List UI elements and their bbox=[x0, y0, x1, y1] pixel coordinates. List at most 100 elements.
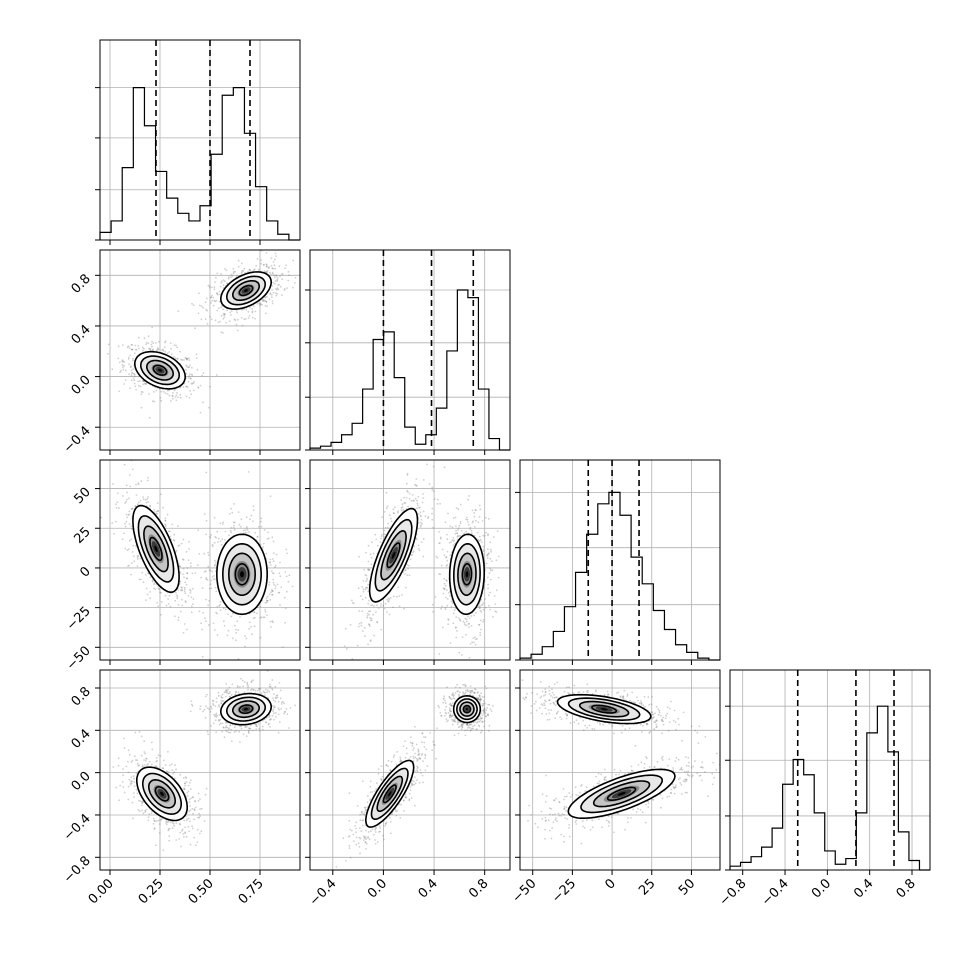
panel-3-0 bbox=[95, 669, 301, 875]
scatter-point bbox=[136, 759, 139, 762]
scatter-point bbox=[207, 624, 210, 626]
scatter-point bbox=[222, 332, 225, 334]
scatter-point bbox=[198, 813, 201, 815]
scatter-point bbox=[275, 288, 278, 291]
scatter-point bbox=[385, 491, 388, 494]
scatter-point bbox=[427, 515, 430, 518]
scatter-point bbox=[144, 811, 147, 813]
scatter-point bbox=[149, 505, 152, 508]
scatter-point bbox=[459, 534, 462, 537]
scatter-point bbox=[265, 312, 267, 315]
scatter-point bbox=[120, 369, 122, 372]
scatter-point bbox=[157, 754, 160, 757]
scatter-point bbox=[404, 573, 406, 575]
scatter-point bbox=[418, 506, 420, 509]
scatter-point bbox=[456, 630, 458, 632]
scatter-point bbox=[186, 358, 188, 361]
scatter-point bbox=[167, 829, 170, 832]
scatter-point bbox=[150, 741, 153, 744]
scatter-point bbox=[142, 347, 145, 350]
scatter-point bbox=[190, 703, 193, 706]
scatter-point bbox=[475, 519, 477, 522]
scatter-point bbox=[459, 520, 462, 523]
scatter-point bbox=[153, 827, 156, 829]
scatter-point bbox=[218, 714, 221, 716]
scatter-point bbox=[122, 344, 124, 346]
scatter-point bbox=[199, 411, 202, 414]
scatter-point bbox=[167, 530, 170, 533]
scatter-point bbox=[136, 558, 139, 560]
scatter-point bbox=[384, 533, 387, 536]
scatter-point bbox=[285, 548, 288, 551]
scatter-point bbox=[270, 296, 273, 299]
scatter-point bbox=[403, 496, 405, 499]
scatter-point bbox=[456, 532, 459, 534]
scatter-point bbox=[457, 508, 460, 511]
scatter-point bbox=[374, 533, 377, 536]
scatter-point bbox=[279, 561, 281, 564]
scatter-point bbox=[451, 526, 454, 529]
scatter-point bbox=[156, 602, 159, 604]
scatter-point bbox=[198, 304, 201, 307]
scatter-point bbox=[230, 310, 233, 312]
scatter-point bbox=[362, 590, 365, 593]
scatter-point bbox=[267, 267, 270, 270]
scatter-point bbox=[431, 507, 434, 510]
scatter-point bbox=[266, 691, 268, 693]
scatter-point bbox=[415, 484, 417, 487]
scatter-point bbox=[169, 530, 171, 533]
scatter-point bbox=[285, 264, 287, 267]
scatter-point bbox=[222, 308, 225, 311]
scatter-point bbox=[262, 546, 264, 549]
scatter-point bbox=[362, 588, 365, 591]
scatter-point bbox=[277, 731, 280, 734]
scatter-point bbox=[467, 615, 469, 618]
scatter-point bbox=[274, 267, 276, 270]
scatter-point bbox=[128, 510, 131, 513]
scatter-point bbox=[288, 274, 290, 276]
scatter-point bbox=[481, 541, 483, 543]
scatter-point bbox=[194, 800, 196, 802]
scatter-point bbox=[444, 606, 447, 609]
scatter-point bbox=[452, 540, 455, 543]
scatter-point bbox=[237, 259, 240, 262]
scatter-point bbox=[221, 523, 224, 525]
scatter-point bbox=[470, 532, 473, 535]
scatter-point bbox=[447, 512, 449, 515]
scatter-point bbox=[268, 298, 271, 301]
scatter-point bbox=[359, 595, 362, 598]
scatter-point bbox=[182, 835, 185, 838]
contour-line bbox=[225, 275, 267, 306]
panel-content bbox=[112, 670, 296, 852]
scatter-point bbox=[151, 326, 154, 329]
scatter-point bbox=[280, 703, 283, 705]
scatter-point bbox=[146, 498, 149, 500]
scatter-point bbox=[279, 285, 282, 288]
scatter-point bbox=[125, 513, 128, 516]
scatter-point bbox=[189, 779, 192, 782]
scatter-point bbox=[487, 534, 489, 537]
scatter-point bbox=[189, 562, 192, 564]
scatter-point bbox=[445, 580, 448, 582]
scatter-point bbox=[387, 600, 389, 602]
scatter-point bbox=[179, 823, 182, 826]
scatter-point bbox=[156, 348, 159, 351]
scatter-point bbox=[218, 300, 221, 303]
scatter-point bbox=[128, 474, 131, 476]
scatter-point bbox=[186, 365, 188, 368]
scatter-point bbox=[226, 726, 229, 729]
contour-line bbox=[149, 536, 163, 561]
scatter-point bbox=[215, 715, 218, 718]
scatter-point bbox=[133, 555, 135, 558]
scatter-point bbox=[272, 552, 275, 554]
scatter-point bbox=[275, 274, 277, 277]
scatter-point bbox=[248, 314, 251, 317]
scatter-point bbox=[123, 791, 126, 794]
scatter-point bbox=[135, 759, 137, 761]
scatter-point bbox=[198, 610, 201, 613]
scatter-point bbox=[132, 545, 135, 547]
scatter-point bbox=[422, 493, 424, 495]
scatter-point bbox=[432, 610, 434, 613]
scatter-point bbox=[196, 841, 199, 843]
scatter-point bbox=[134, 348, 137, 351]
